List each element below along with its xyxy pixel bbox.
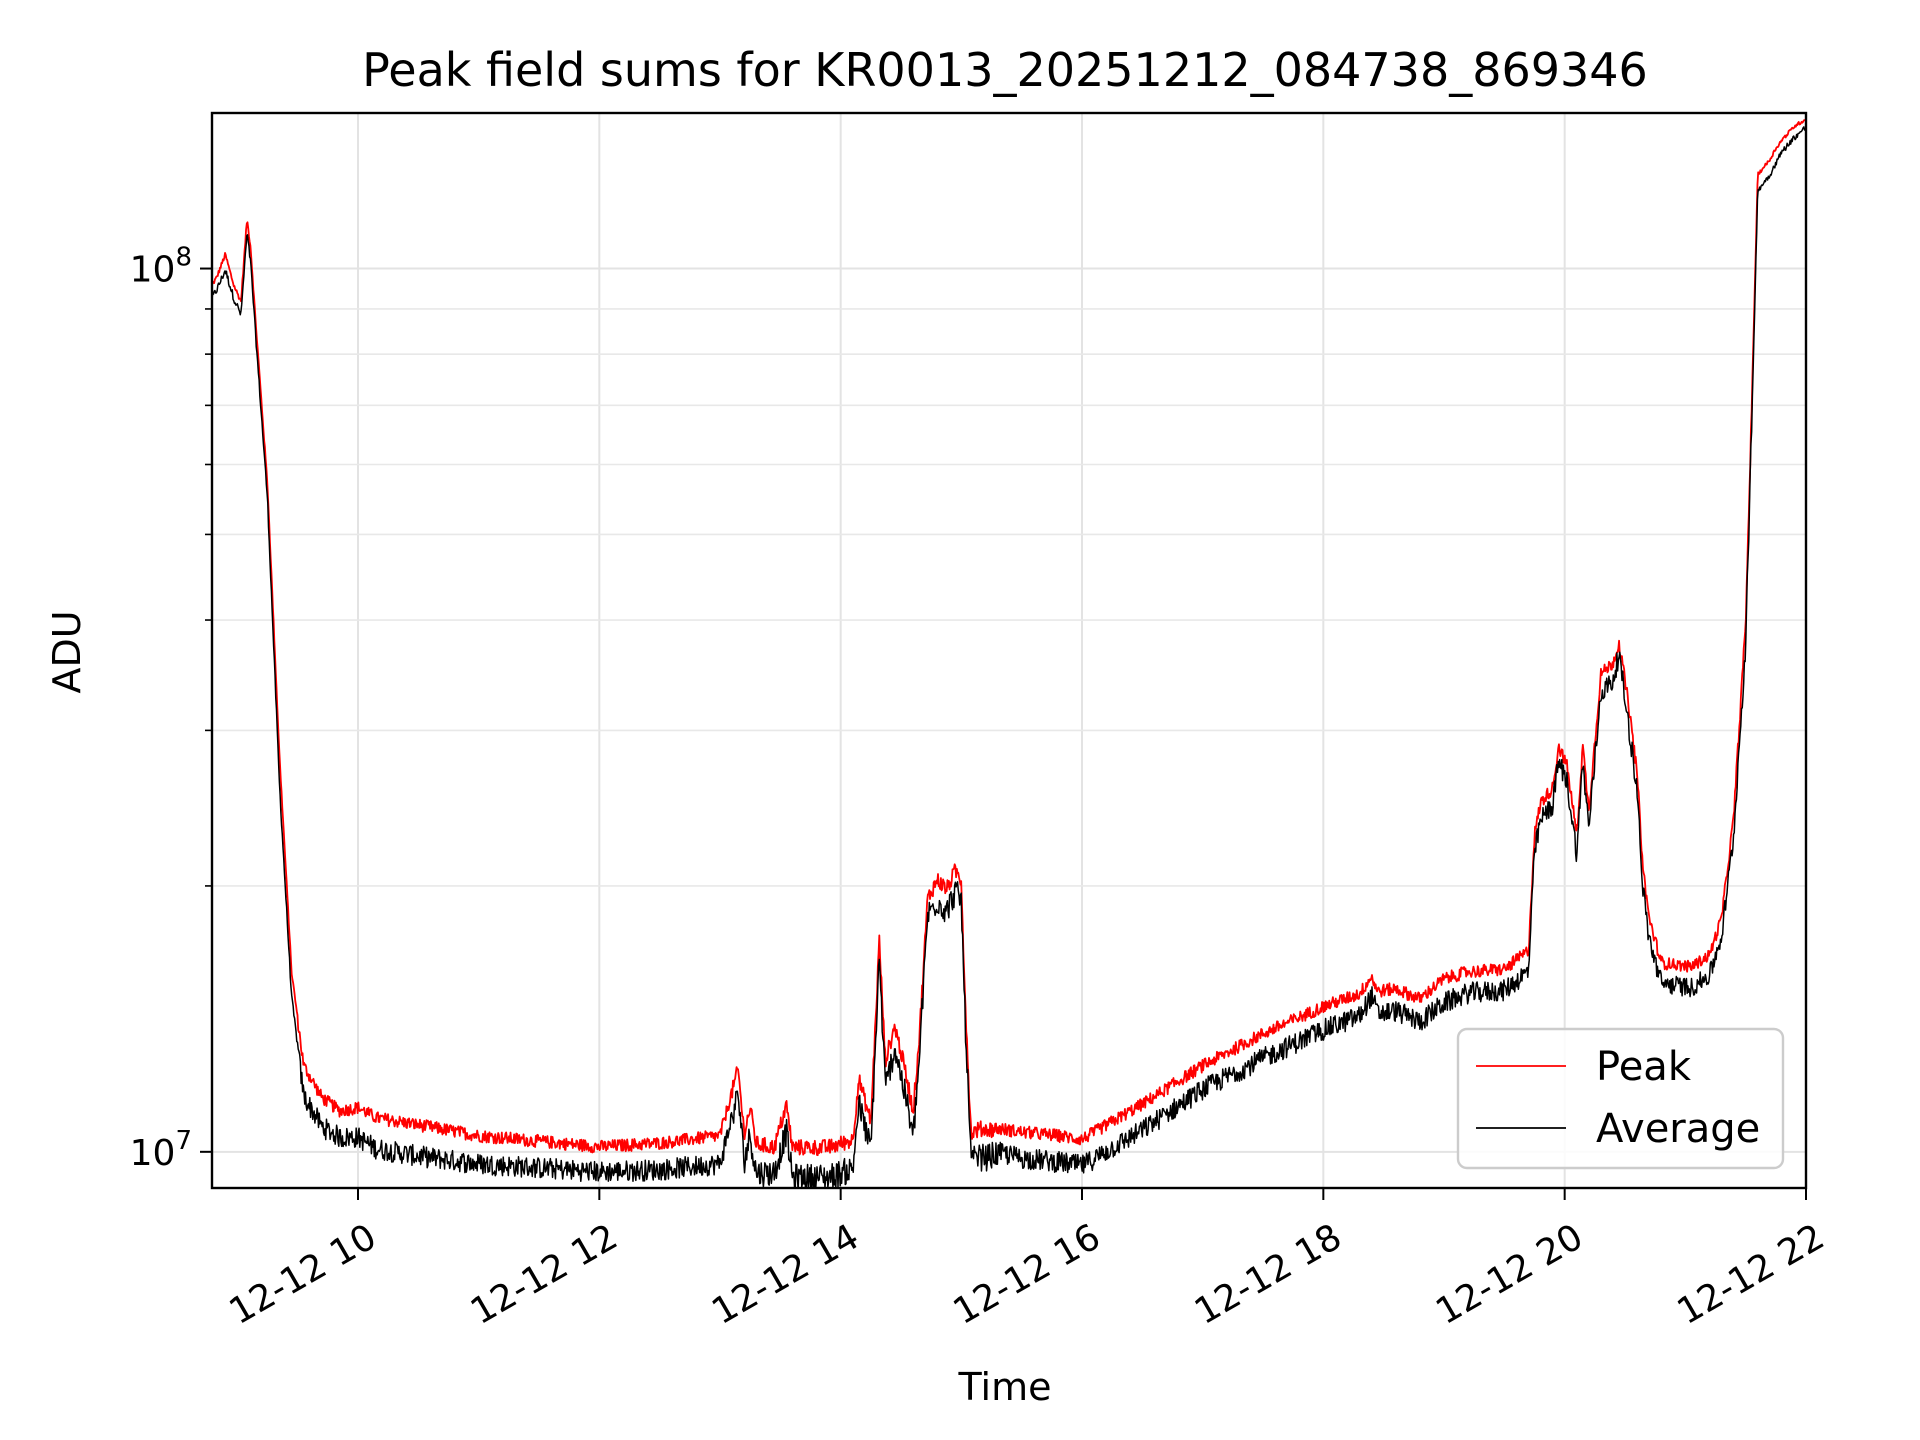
legend-label-peak: Peak [1596, 1044, 1692, 1090]
chart-title: Peak field sums for KR0013_20251212_0847… [362, 43, 1648, 97]
x-axis-label: Time [958, 1365, 1052, 1409]
y-tick-label-exponent: 7 [175, 1126, 192, 1156]
grid [212, 113, 1807, 1188]
y-tick-label-base: 10 [130, 1133, 176, 1174]
plot-frame [210, 111, 1808, 1190]
y-axis-label: ADU [45, 610, 89, 693]
legend: Peak Average [1456, 1027, 1785, 1170]
legend-box [1456, 1027, 1785, 1170]
series-line-peak [212, 118, 1806, 1157]
legend-label-average: Average [1596, 1106, 1760, 1152]
y-tick-label: 108 [130, 243, 192, 291]
series-line-average [212, 126, 1806, 1188]
y-tick-label-base: 10 [130, 250, 176, 291]
y-tick-label-exponent: 8 [175, 243, 192, 273]
y-tick-label: 107 [130, 1126, 192, 1174]
